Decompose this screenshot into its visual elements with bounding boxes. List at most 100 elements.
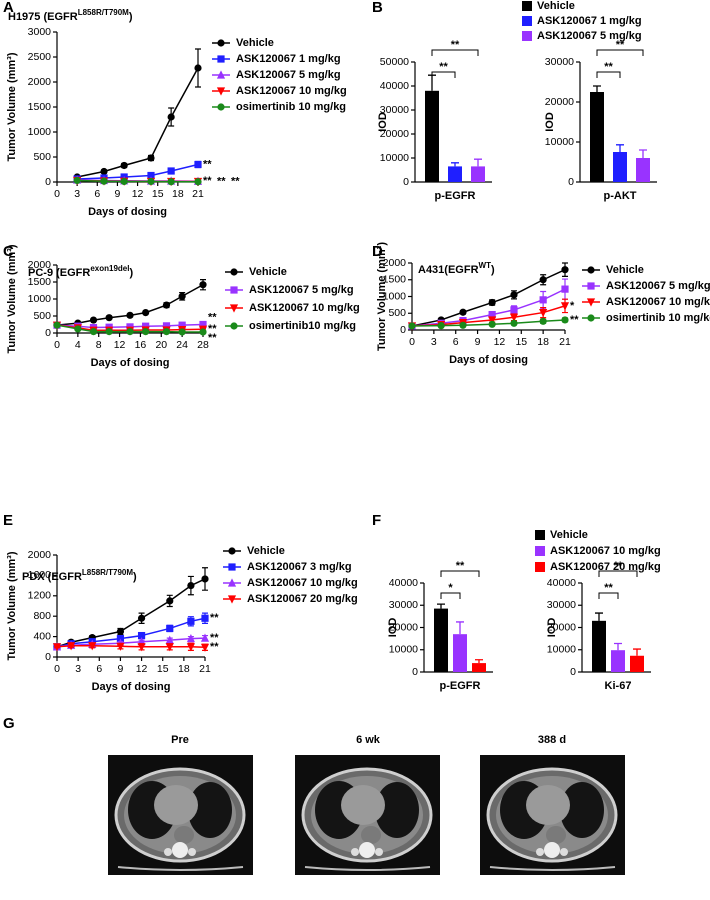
legend-marker: [587, 314, 595, 322]
title-text: PDX (EGFR: [22, 571, 82, 583]
x-tick-label: 0: [54, 188, 60, 200]
bar: [590, 92, 604, 182]
significance-label: **: [231, 176, 240, 188]
legend-label: ASK120067 10 mg/kg: [236, 85, 347, 97]
legend-marker: [228, 547, 236, 555]
y-tick-label: 400: [33, 630, 51, 642]
x-tick-label: 6: [96, 663, 102, 675]
significance-label: **: [456, 560, 465, 572]
title-text: A431(EGFR: [418, 264, 479, 276]
title-superscript: L858R/T790M: [82, 568, 133, 577]
marker: [194, 64, 202, 72]
title-superscript: exon19del: [90, 264, 129, 273]
bar: [630, 655, 644, 672]
marker: [147, 154, 155, 162]
legend-label: Vehicle: [537, 0, 575, 12]
y-tick-label: 1200: [28, 590, 52, 602]
marker: [137, 631, 146, 640]
legend-label: ASK120067 10 mg/kg: [249, 302, 360, 314]
y-tick-label: 1000: [28, 293, 52, 305]
y-tick-label: 20000: [547, 621, 576, 633]
x-tick-label: 16: [135, 339, 147, 351]
marker: [459, 321, 467, 329]
y-axis-label: Tumor Volume (mm³): [6, 244, 18, 353]
y-tick-label: 0: [45, 176, 51, 188]
marker: [488, 316, 497, 325]
marker: [126, 328, 134, 336]
y-axis-label: IOD: [387, 618, 399, 638]
x-tick-label: 12: [494, 336, 506, 348]
marker: [187, 582, 195, 590]
bar: [448, 166, 462, 182]
significance-label: **: [570, 314, 579, 326]
chart-title: A431(EGFRWT): [418, 261, 495, 276]
y-tick-label: 2000: [28, 259, 52, 271]
marker: [167, 113, 175, 121]
y-tick-label: 50000: [380, 56, 409, 68]
legend-label: ASK120067 10 mg/kg: [247, 577, 358, 589]
legend-label: ASK120067 1 mg/kg: [537, 15, 642, 27]
x-tick-label: 9: [115, 188, 121, 200]
ct-images: [106, 753, 627, 877]
marker: [105, 314, 113, 322]
y-tick-label: 30000: [545, 56, 574, 68]
marker: [459, 308, 467, 316]
significance-bracket: [431, 49, 479, 56]
x-axis-label: Days of dosing: [449, 354, 528, 366]
marker: [142, 309, 150, 317]
legend-label: ASK120067 20 mg/kg: [550, 561, 661, 573]
series-line: [56, 284, 204, 326]
legend-marker: [230, 268, 238, 276]
marker: [201, 575, 209, 583]
bar: [471, 166, 485, 182]
error-bar: [633, 648, 641, 656]
marker: [52, 643, 62, 652]
x-tick-label: 15: [157, 663, 169, 675]
error-bar: [614, 642, 622, 651]
bar: [472, 663, 486, 672]
x-tick-label: 3: [431, 336, 437, 348]
y-tick-label: 40000: [389, 577, 418, 589]
marker: [165, 643, 174, 652]
significance-bracket: [598, 592, 619, 599]
x-axis-label: Days of dosing: [91, 357, 170, 369]
x-tick-label: 12: [132, 188, 144, 200]
y-tick-label: 0: [45, 651, 51, 663]
y-axis-label: IOD: [546, 618, 558, 638]
y-tick-label: 30000: [380, 104, 409, 116]
x-tick-label: 6: [453, 336, 459, 348]
significance-label: **: [604, 582, 613, 594]
marker: [53, 321, 61, 329]
chart-title: PC-9 (EGFRexon19del): [28, 264, 133, 279]
marker: [510, 306, 518, 314]
legend-swatch: [535, 562, 545, 572]
x-tick-label: 21: [192, 188, 204, 200]
image-caption: 388 d: [538, 734, 566, 746]
marker: [142, 328, 150, 336]
panel-label: A: [3, 0, 14, 16]
marker: [561, 316, 569, 324]
significance-bracket: [440, 570, 480, 577]
y-tick-label: 1500: [28, 101, 52, 113]
y-axis-label: Tumor Volume (mm³): [376, 242, 388, 351]
marker: [200, 633, 210, 642]
y-tick-label: 500: [33, 151, 51, 163]
y-tick-label: 1600: [28, 569, 52, 581]
y-tick-label: 0: [412, 666, 418, 678]
significance-label: **: [451, 39, 460, 51]
bar: [425, 90, 439, 182]
title-end: ): [129, 267, 133, 279]
significance-label: **: [208, 332, 217, 344]
title-text: H1975 (EGFR: [8, 11, 78, 23]
legend-swatch: [522, 1, 532, 11]
y-tick-label: 1500: [28, 276, 52, 288]
y-tick-label: 20000: [380, 128, 409, 140]
marker: [126, 311, 134, 319]
legend-label: osimertinib10 mg/kg: [249, 320, 356, 332]
significance-label: **: [208, 311, 217, 323]
legend-marker: [587, 282, 595, 290]
x-tick-label: 12: [114, 339, 126, 351]
legend-label: ASK120067 10 mg/kg: [550, 545, 661, 557]
error-bar: [475, 659, 483, 664]
legend-marker: [217, 39, 225, 47]
